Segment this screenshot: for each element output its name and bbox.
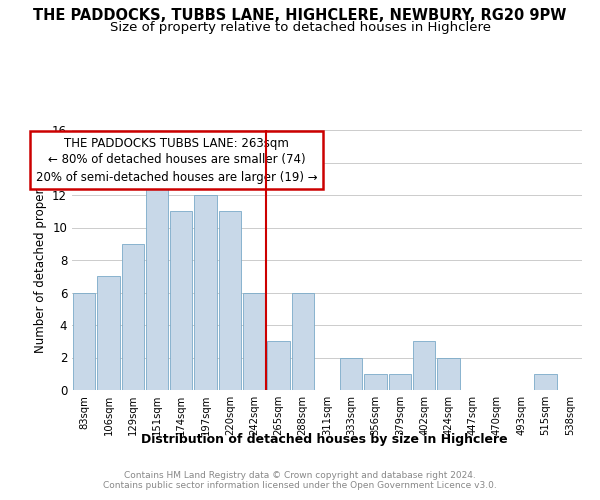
Text: Size of property relative to detached houses in Highclere: Size of property relative to detached ho… (110, 21, 491, 34)
Bar (413, 341, 436, 390)
Bar (73, 292, 95, 390)
Text: THE PADDOCKS, TUBBS LANE, HIGHCLERE, NEWBURY, RG20 9PW: THE PADDOCKS, TUBBS LANE, HIGHCLERE, NEW… (34, 8, 566, 22)
Bar (170, 211, 193, 390)
Bar (194, 195, 217, 390)
Bar (340, 358, 362, 390)
Text: THE PADDOCKS TUBBS LANE: 263sqm
← 80% of detached houses are smaller (74)
20% of: THE PADDOCKS TUBBS LANE: 263sqm ← 80% of… (35, 136, 317, 184)
Bar (218, 211, 241, 390)
Bar (146, 179, 168, 390)
Bar (364, 374, 387, 390)
Text: Contains HM Land Registry data © Crown copyright and database right 2024.
Contai: Contains HM Land Registry data © Crown c… (103, 470, 497, 490)
Bar (97, 276, 119, 390)
Y-axis label: Number of detached properties: Number of detached properties (34, 167, 47, 353)
Bar (437, 358, 460, 390)
Bar (535, 374, 557, 390)
Bar (292, 292, 314, 390)
Bar (389, 374, 411, 390)
Bar (267, 341, 290, 390)
Bar (122, 244, 144, 390)
Bar (243, 292, 265, 390)
Text: Distribution of detached houses by size in Highclere: Distribution of detached houses by size … (140, 432, 508, 446)
